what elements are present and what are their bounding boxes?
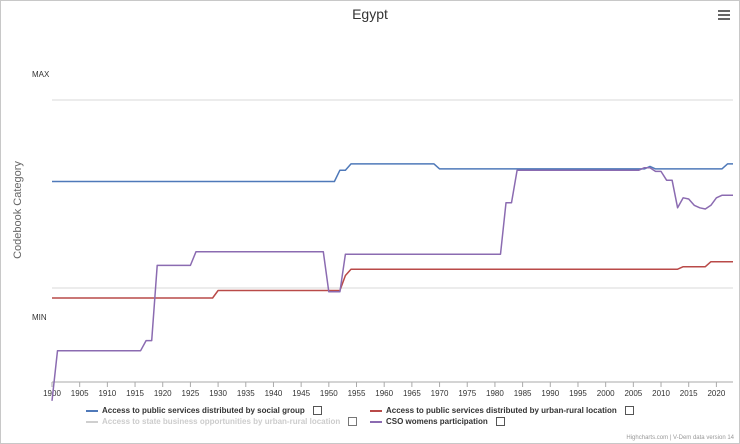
x-tick-label: 1970 (431, 389, 449, 398)
x-tick-label: 1910 (98, 389, 116, 398)
gridlines (52, 99, 733, 289)
x-tick-label: 1985 (514, 389, 532, 398)
legend-item-0[interactable]: Access to public services distributed by… (86, 406, 322, 416)
x-tick-label: 2010 (652, 389, 670, 398)
legend-swatch (86, 420, 98, 423)
y-max-label: MAX (32, 70, 50, 79)
y-min-label: MIN (32, 313, 47, 322)
x-tick-label: 1925 (182, 389, 200, 398)
legend-label: CSO womens participation (386, 417, 488, 426)
series-line-0 (52, 163, 733, 183)
x-tick-label: 1990 (541, 389, 559, 398)
series-layer (51, 163, 733, 401)
credit-text[interactable]: Highcharts.com | V-Dem data version 14 (626, 435, 734, 441)
x-tick-label: 1950 (320, 389, 338, 398)
x-tick-label: 1965 (403, 389, 421, 398)
legend-item-2[interactable]: Access to state business opportunities b… (86, 417, 358, 427)
x-tick-label: 1960 (375, 389, 393, 398)
chart-title: Egypt (352, 6, 388, 22)
x-tick-label: 1945 (292, 389, 310, 398)
x-tick-label: 1915 (126, 389, 144, 398)
legend-label: Access to state business opportunities b… (102, 417, 341, 426)
y-axis-title: Codebook Category (12, 161, 24, 259)
x-tick-label: 2000 (597, 389, 615, 398)
legend-label: Access to public services distributed by… (386, 406, 617, 415)
legend-checkbox[interactable] (312, 406, 322, 416)
x-tick-label: 1940 (265, 389, 283, 398)
x-tick-label: 1995 (569, 389, 587, 398)
legend-item-3[interactable]: CSO womens participation (370, 417, 505, 427)
legend-checkbox[interactable] (348, 417, 358, 427)
x-tick-label: 1920 (154, 389, 172, 398)
x-axis-ticks: 1900 1905 1910 1915 1920 1925 1930 1935 1940 1945… (43, 382, 726, 398)
legend-swatch (370, 409, 382, 412)
x-tick-label: 2015 (680, 389, 698, 398)
series-line-1 (52, 260, 733, 299)
x-tick-label: 1975 (458, 389, 476, 398)
legend-checkbox[interactable] (624, 406, 634, 416)
x-tick-label: 1935 (237, 389, 255, 398)
legend-label: Access to public services distributed by… (102, 406, 305, 415)
series-line-3 (51, 166, 733, 401)
hamburger-menu-icon[interactable] (718, 10, 730, 20)
x-tick-label: 1905 (71, 389, 89, 398)
x-tick-label: 1980 (486, 389, 504, 398)
x-tick-label: 2020 (707, 389, 725, 398)
legend-checkbox[interactable] (495, 417, 505, 427)
x-tick-label: 1930 (209, 389, 227, 398)
legend-swatch (370, 420, 382, 423)
legend-item-1[interactable]: Access to public services distributed by… (370, 406, 634, 416)
x-tick-label: 2005 (624, 389, 642, 398)
x-tick-label: 1955 (348, 389, 366, 398)
legend: Access to public services distributed by… (0, 404, 740, 440)
legend-swatch (86, 409, 98, 412)
